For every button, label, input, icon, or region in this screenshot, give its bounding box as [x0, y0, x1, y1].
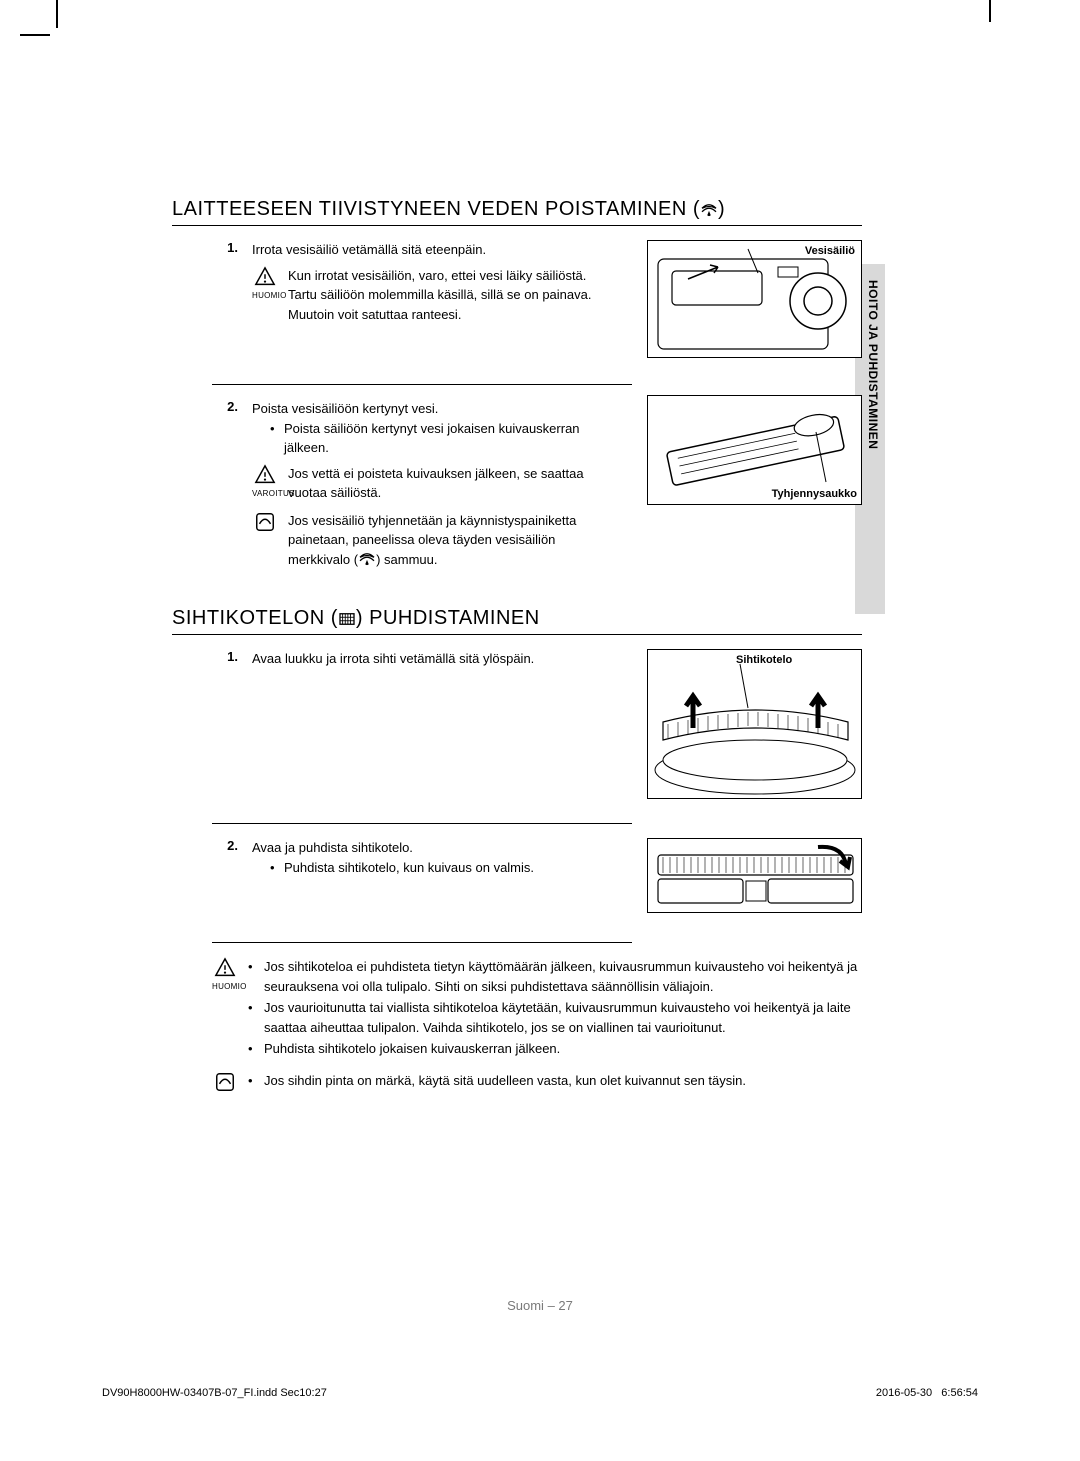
tip-list: Jos sihdin pinta on märkä, käytä sitä uu…	[248, 1071, 862, 1093]
s2-step2-bullet: Puhdista sihtikotelo, kun kuivaus on val…	[270, 858, 592, 878]
section1-title: LAITTEESEEN TIIVISTYNEEN VEDEN POISTAMIN…	[172, 198, 862, 221]
step2-text: Poista vesisäiliöön kertynyt vesi.	[252, 399, 612, 419]
illustration-filter: Sihtikotelo	[647, 649, 862, 799]
illustration-filter-open	[647, 838, 862, 913]
section2-title-b: ) PUHDISTAMINEN	[356, 607, 540, 629]
crop-mark	[989, 0, 991, 22]
section2-title: SIHTIKOTELON ( ) PUHDISTAMINEN	[172, 607, 862, 630]
sidebar-label: HOITO JA PUHDISTAMINEN	[866, 280, 880, 449]
inner-rule	[212, 384, 632, 385]
water-tank-icon	[700, 203, 718, 217]
step2-num: 2.	[212, 399, 238, 414]
illustration-drain: Tyhjennysaukko	[647, 395, 862, 505]
page-content: LAITTEESEEN TIIVISTYNEEN VEDEN POISTAMIN…	[172, 198, 862, 1095]
water-tank-icon-inline	[358, 552, 376, 566]
illus-label-water-tank: Vesisäiliö	[805, 245, 855, 257]
caution-label: HUOMIO	[212, 983, 238, 991]
warning-item: Jos sihtikoteloa ei puhdisteta tietyn kä…	[248, 957, 862, 996]
warnings-list: Jos sihtikoteloa ei puhdisteta tietyn kä…	[248, 957, 862, 1061]
footer-date: 2016-05-30	[876, 1387, 932, 1399]
section1-title-text: LAITTEESEEN TIIVISTYNEEN VEDEN POISTAMIN…	[172, 198, 700, 220]
footer-left: DV90H8000HW-03407B-07_FI.indd Sec10:27	[102, 1387, 327, 1399]
step2-note-b: ) sammuu.	[376, 552, 437, 567]
step1-text: Irrota vesisäiliö vetämällä sitä eteenpä…	[252, 240, 592, 260]
section-rule	[172, 634, 862, 635]
s2-step1-num: 1.	[212, 649, 238, 664]
step2-note: Jos vesisäiliö tyhjennetään ja käynnisty…	[288, 511, 612, 570]
caution-text: Kun irrotat vesisäiliön, varo, ettei ves…	[288, 266, 592, 325]
footer-time: 6:56:54	[941, 1387, 978, 1399]
warning-item: Puhdista sihtikotelo jokaisen kuivausker…	[248, 1039, 862, 1059]
note-icon	[252, 511, 278, 535]
s2-step2-text: Avaa ja puhdista sihtikotelo.	[252, 838, 592, 858]
page-num: 27	[558, 1298, 572, 1313]
illus-label-filter: Sihtikotelo	[736, 654, 792, 666]
inner-rule	[212, 823, 632, 824]
water-tank-svg	[648, 241, 863, 359]
page-lang: Suomi	[507, 1298, 544, 1313]
illustration-water-tank: Vesisäiliö	[647, 240, 862, 358]
section-rule	[172, 225, 862, 226]
section1-title-end: )	[718, 198, 725, 220]
crop-mark	[56, 0, 58, 28]
section2-title-a: SIHTIKOTELON (	[172, 607, 338, 629]
warning-item: Jos vaurioitunutta tai viallista sihtiko…	[248, 998, 862, 1037]
filter-open-svg	[648, 839, 863, 914]
s2-step1-text: Avaa luukku ja irrota sihti vetämällä si…	[252, 649, 592, 669]
s2-step2-num: 2.	[212, 838, 238, 853]
warning-icon: VAROITUS	[252, 464, 278, 498]
footer-meta: DV90H8000HW-03407B-07_FI.indd Sec10:27 2…	[102, 1387, 978, 1399]
inner-rule	[212, 942, 632, 943]
step1-num: 1.	[212, 240, 238, 255]
tip-text: Jos sihdin pinta on märkä, käytä sitä uu…	[248, 1071, 862, 1091]
filter-icon	[338, 612, 356, 626]
warning-text: Jos vettä ei poisteta kuivauksen jälkeen…	[288, 464, 612, 503]
caution-icon: HUOMIO	[252, 266, 278, 300]
filter-svg	[648, 650, 863, 800]
crop-mark	[20, 34, 50, 36]
step2-bullet: Poista säiliöön kertynyt vesi jokaisen k…	[270, 419, 612, 458]
warning-label: VAROITUS	[252, 490, 278, 498]
page-footer: Suomi – 27	[0, 1298, 1080, 1313]
caution-icon: HUOMIO	[212, 957, 238, 991]
illus-label-drain: Tyhjennysaukko	[772, 488, 857, 500]
caution-label: HUOMIO	[252, 292, 278, 300]
note-icon	[212, 1071, 238, 1095]
